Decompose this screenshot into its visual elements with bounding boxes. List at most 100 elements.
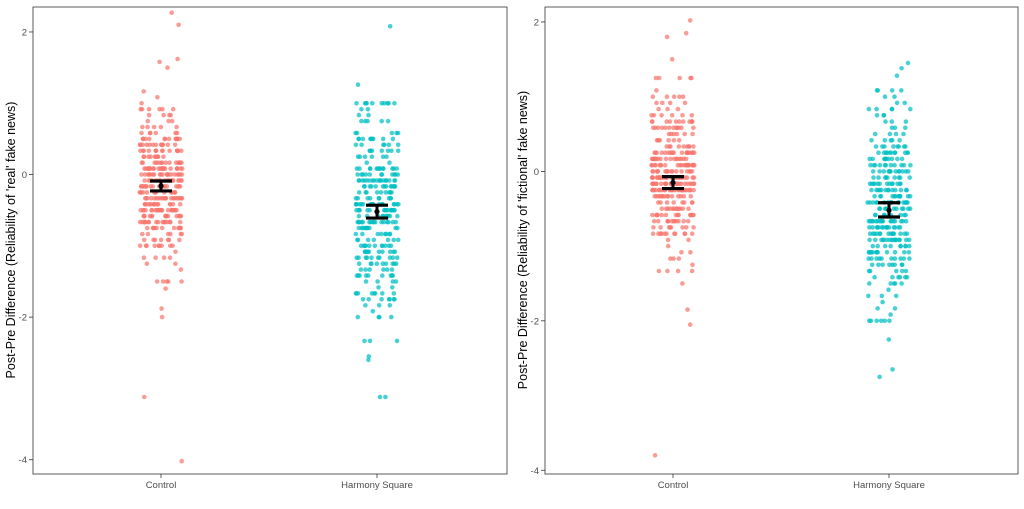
right-point-control (676, 125, 682, 131)
left-point-control (177, 184, 183, 189)
right-point-harmony-square (903, 169, 909, 174)
left-point-harmony-square (360, 231, 365, 237)
right-point-control (676, 256, 682, 261)
right-point-control (650, 119, 655, 124)
right-point-harmony-square (870, 200, 876, 205)
left-point-harmony-square (387, 24, 393, 29)
left-point-harmony-square (375, 279, 380, 284)
left-point-harmony-square (391, 249, 396, 255)
left-x-label-harmony-square: Harmony Square (341, 480, 413, 491)
right-point-harmony-square (866, 106, 872, 112)
left-x-ticks: Control Harmony Square (146, 474, 413, 491)
left-point-control (140, 136, 146, 142)
left-point-control (146, 219, 151, 225)
right-point-control (689, 75, 694, 81)
right-point-harmony-square (874, 231, 880, 236)
left-point-harmony-square (367, 338, 373, 344)
right-point-harmony-square (905, 206, 911, 211)
right-point-control (675, 106, 681, 112)
right-point-control (651, 225, 656, 230)
left-point-harmony-square (353, 142, 359, 148)
left-point-control (170, 106, 176, 112)
right-point-control (689, 181, 694, 187)
left-point-harmony-square (375, 255, 381, 260)
left-point-harmony-square (391, 166, 396, 171)
left-point-control (151, 124, 157, 130)
left-point-control (142, 219, 148, 225)
right-point-control (659, 125, 665, 131)
right-point-control (654, 181, 659, 187)
left-point-control (141, 237, 147, 243)
right-point-control (679, 250, 684, 255)
right-point-control (677, 75, 682, 81)
right-point-control (682, 181, 688, 187)
right-point-harmony-square (888, 312, 893, 317)
right-point-harmony-square (895, 181, 900, 187)
left-point-harmony-square (389, 130, 395, 136)
left-point-control (137, 142, 143, 148)
right-point-control (691, 125, 696, 131)
left-point-harmony-square (363, 190, 369, 195)
left-point-harmony-square (380, 249, 385, 255)
right-point-control (690, 175, 695, 180)
left-point-harmony-square (395, 237, 401, 243)
left-point-control (177, 202, 183, 207)
right-point-control (683, 30, 689, 36)
right-point-harmony-square (888, 150, 894, 155)
left-point-control (160, 172, 165, 177)
right-point-control (652, 162, 658, 168)
left-point-harmony-square (379, 172, 385, 177)
left-point-harmony-square (366, 112, 371, 118)
right-point-harmony-square (899, 66, 904, 71)
right-panel-frame (544, 6, 1019, 475)
left-point-control (155, 95, 160, 100)
right-point-harmony-square (889, 106, 895, 112)
right-point-control (667, 144, 672, 149)
right-point-harmony-square (891, 144, 896, 149)
left-point-control (144, 243, 149, 249)
right-point-harmony-square (893, 293, 899, 299)
left-point-control (146, 112, 152, 118)
right-point-harmony-square (882, 206, 888, 211)
right-point-harmony-square (877, 181, 882, 187)
left-point-harmony-square (382, 184, 387, 189)
right-point-control (665, 218, 671, 224)
right-point-harmony-square (892, 262, 897, 268)
left-point-control (168, 196, 174, 201)
right-point-control (667, 206, 673, 211)
right-point-control (650, 175, 655, 180)
right-point-harmony-square (873, 212, 878, 218)
left-point-harmony-square (356, 225, 362, 231)
right-point-harmony-square (874, 256, 879, 261)
left-point-control (143, 207, 148, 213)
right-point-harmony-square (877, 206, 883, 211)
left-point-control (170, 243, 175, 249)
right-point-harmony-square (887, 169, 892, 174)
left-point-harmony-square (386, 243, 392, 249)
right-point-control (669, 218, 675, 224)
right-point-control (691, 144, 696, 149)
left-point-control (176, 160, 181, 165)
left-point-control (139, 106, 145, 112)
left-point-control (145, 231, 151, 237)
right-point-harmony-square (899, 156, 905, 162)
left-point-harmony-square (391, 291, 397, 296)
right-point-harmony-square (903, 119, 909, 124)
right-point-control (656, 268, 662, 274)
left-point-control (168, 231, 173, 237)
left-point-control (160, 279, 166, 284)
right-point-control (664, 200, 670, 205)
left-point-harmony-square (356, 178, 362, 183)
right-point-harmony-square (867, 181, 873, 187)
left-point-harmony-square (356, 207, 362, 213)
left-point-harmony-square (381, 142, 387, 148)
left-point-control (172, 142, 178, 148)
right-point-harmony-square (887, 318, 892, 324)
right-point-control (650, 231, 656, 236)
right-point-control (681, 144, 686, 149)
left-point-control (175, 172, 180, 177)
right-point-harmony-square (869, 138, 874, 143)
left-point-harmony-square (355, 172, 360, 177)
right-point-harmony-square (887, 237, 892, 243)
right-point-control (653, 125, 658, 131)
